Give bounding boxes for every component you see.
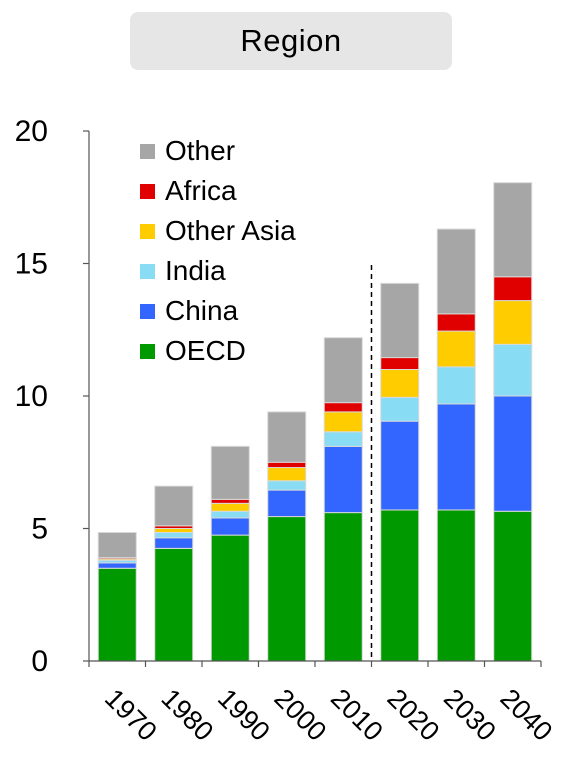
bar-oecd-2030	[436, 509, 476, 662]
bar-other-2020	[380, 282, 420, 359]
y-tick-label-20: 20	[15, 115, 48, 148]
y-tick-label-0: 0	[31, 645, 48, 678]
bar-other-asia-2030	[436, 330, 476, 368]
bar-india-2020	[380, 396, 420, 422]
legend-label-india: India	[165, 255, 226, 286]
bar-other-asia-2010	[323, 411, 363, 433]
bar-china-2040	[493, 395, 533, 512]
bar-other-1980	[154, 485, 194, 527]
legend-label-africa: Africa	[165, 175, 237, 206]
bar-china-1990	[210, 517, 250, 536]
bar-africa-1990	[210, 498, 250, 504]
bar-oecd-1990	[210, 534, 250, 662]
bar-india-1990	[210, 510, 250, 519]
bar-oecd-2010	[323, 512, 363, 662]
bar-other-asia-2040	[493, 300, 533, 345]
bar-india-2040	[493, 343, 533, 397]
bar-other-2030	[436, 228, 476, 315]
bar-africa-2030	[436, 313, 476, 332]
bar-africa-2000	[267, 461, 307, 469]
bar-china-1980	[154, 537, 194, 549]
bar-other-1990	[210, 445, 250, 500]
bar-africa-2040	[493, 276, 533, 302]
bar-china-2030	[436, 403, 476, 511]
y-tick-label-15: 15	[15, 248, 48, 281]
x-tick-label-2040: 2040	[495, 683, 559, 747]
x-tick-label-2000: 2000	[269, 683, 333, 747]
chart-title-box: Region	[130, 12, 452, 70]
bar-oecd-1980	[154, 547, 194, 662]
x-tick-label-1990: 1990	[212, 683, 276, 747]
bar-other-2010	[323, 337, 363, 404]
legend-label-other-asia: Other Asia	[165, 215, 296, 246]
bar-india-2030	[436, 366, 476, 405]
bar-other-2040	[493, 182, 533, 278]
bar-oecd-2000	[267, 516, 307, 662]
y-tick-label-5: 5	[31, 513, 48, 546]
bar-china-2020	[380, 420, 420, 511]
x-tick-label-2030: 2030	[438, 683, 502, 747]
legend-label-china: China	[165, 295, 239, 326]
bar-other-asia-2000	[267, 467, 307, 482]
legend-swatch-china	[140, 304, 155, 319]
bar-india-1980	[154, 531, 194, 539]
x-tick-label-2010: 2010	[325, 683, 389, 747]
bar-other-asia-1980	[154, 528, 194, 533]
bar-oecd-2040	[493, 510, 533, 662]
bar-china-1970	[97, 562, 137, 569]
bar-india-2000	[267, 480, 307, 491]
x-tick-label-2020: 2020	[382, 683, 446, 747]
x-tick-label-1980: 1980	[156, 683, 220, 747]
bar-oecd-2020	[380, 509, 420, 662]
legend-swatch-other	[140, 144, 155, 159]
bar-other-1970	[97, 531, 137, 559]
chart-title: Region	[240, 23, 342, 58]
legend-label-oecd: OECD	[165, 335, 246, 366]
bar-africa-2020	[380, 357, 420, 371]
y-tick-label-10: 10	[15, 380, 48, 413]
bar-other-asia-1990	[210, 502, 250, 512]
bar-africa-2010	[323, 402, 363, 413]
bar-india-2010	[323, 431, 363, 447]
legend-swatch-oecd	[140, 344, 155, 359]
legend-swatch-africa	[140, 184, 155, 199]
x-tick-label-1970: 1970	[99, 683, 163, 747]
bar-china-2000	[267, 489, 307, 518]
legend-label-other: Other	[165, 135, 235, 166]
legend-swatch-other-asia	[140, 224, 155, 239]
bar-oecd-1970	[97, 567, 137, 662]
bar-other-asia-2020	[380, 369, 420, 398]
bar-china-2010	[323, 445, 363, 514]
bar-other-2000	[267, 411, 307, 463]
legend-swatch-india	[140, 264, 155, 279]
